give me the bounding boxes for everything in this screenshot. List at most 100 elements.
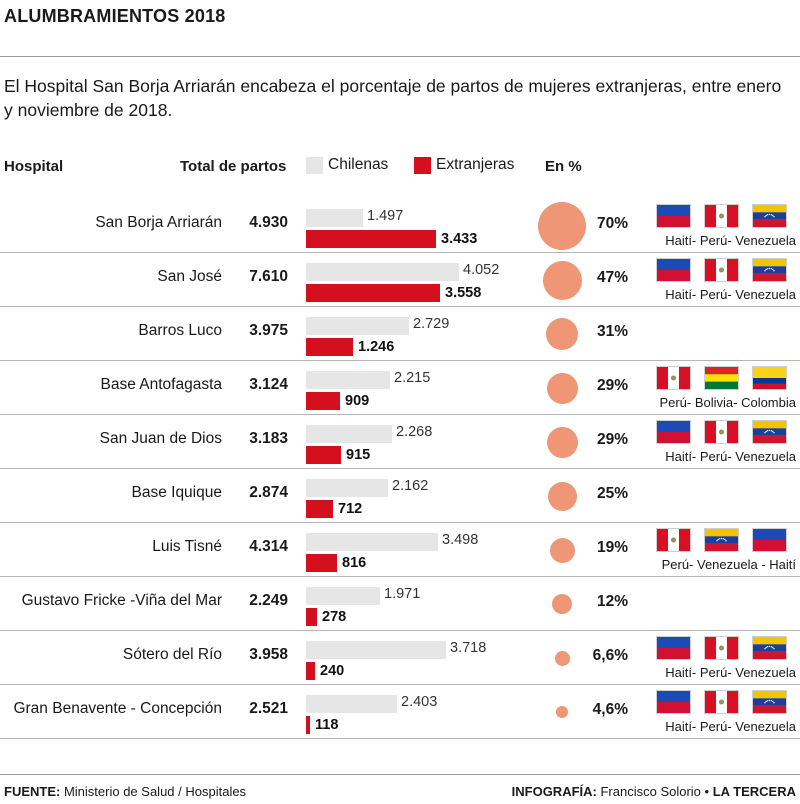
row-divider xyxy=(0,414,800,415)
hospital-name: Gran Benavente - Concepción xyxy=(13,700,222,717)
bar-extranjeras xyxy=(306,230,436,248)
total-births: 7.610 xyxy=(249,268,288,285)
percent-label: 12% xyxy=(596,593,628,610)
percent-label: 29% xyxy=(596,431,628,448)
percent-label: 6,6% xyxy=(592,647,628,664)
bar-extranjeras xyxy=(306,662,315,680)
bar-extranjeras xyxy=(306,716,310,734)
label-extranjeras: 3.558 xyxy=(445,285,482,301)
peru-flag-icon xyxy=(704,204,739,228)
percent-label: 19% xyxy=(596,539,628,556)
bar-extranjeras xyxy=(306,608,317,626)
legend-label-extranjeras: Extranjeras xyxy=(436,156,515,173)
credit-label: INFOGRAFÍA: xyxy=(511,784,597,799)
bar-extranjeras xyxy=(306,338,353,356)
label-extranjeras: 3.433 xyxy=(441,231,478,247)
percent-label: 25% xyxy=(596,485,628,502)
label-chilenas: 1.497 xyxy=(367,208,404,224)
percent-label: 31% xyxy=(596,323,628,340)
row-divider xyxy=(0,468,800,469)
origin-countries: Haití- Perú- Venezuela xyxy=(665,233,796,248)
row-divider xyxy=(0,630,800,631)
hospital-name: San Juan de Dios xyxy=(99,430,222,447)
label-chilenas: 2.729 xyxy=(413,316,450,332)
label-chilenas: 2.215 xyxy=(394,370,431,386)
label-extranjeras: 1.246 xyxy=(358,339,395,355)
total-births: 2.874 xyxy=(249,484,288,501)
hospital-name: Base Iquique xyxy=(131,484,223,501)
percent-label: 29% xyxy=(596,377,628,394)
peru-flag-icon xyxy=(704,420,739,444)
origin-countries: Perú- Venezuela - Haití xyxy=(661,557,796,572)
colombia-flag-icon xyxy=(752,366,787,390)
row-divider xyxy=(0,576,800,577)
origin-countries: Haití- Perú- Venezuela xyxy=(665,719,796,734)
bar-extranjeras xyxy=(306,500,333,518)
percent-dot xyxy=(556,706,568,718)
haiti-flag-icon xyxy=(656,636,691,660)
bar-extranjeras xyxy=(306,392,340,410)
origin-countries: Haití- Perú- Venezuela xyxy=(665,449,796,464)
label-chilenas: 2.268 xyxy=(396,424,433,440)
percent-dot xyxy=(546,426,578,458)
peru-flag-icon xyxy=(656,366,691,390)
label-extranjeras: 240 xyxy=(320,663,345,679)
percent-dot xyxy=(546,372,578,404)
kicker-title: ALUMBRAMIENTOS 2018 xyxy=(4,6,226,26)
row-divider xyxy=(0,360,800,361)
total-births: 4.930 xyxy=(249,214,288,231)
bottom-divider xyxy=(0,774,800,775)
bar-chilenas xyxy=(306,641,446,659)
percent-dot xyxy=(552,594,572,614)
bar-chilenas xyxy=(306,587,380,605)
hospital-name: Sótero del Río xyxy=(122,646,222,663)
origin-countries: Haití- Perú- Venezuela xyxy=(665,665,796,680)
credit-text: Francisco Solorio • xyxy=(600,784,710,799)
source-text: Ministerio de Salud / Hospitales xyxy=(63,784,247,799)
bar-chilenas xyxy=(306,695,397,713)
label-chilenas: 2.162 xyxy=(392,478,429,494)
venezuela-flag-icon xyxy=(752,420,787,444)
peru-flag-icon xyxy=(704,258,739,282)
venezuela-flag-icon xyxy=(752,258,787,282)
header-pct: En % xyxy=(545,158,582,175)
bar-extranjeras xyxy=(306,284,440,302)
hospital-name: Gustavo Fricke -Viña del Mar xyxy=(21,592,222,609)
bar-chilenas xyxy=(306,425,392,443)
bolivia-flag-icon xyxy=(704,366,739,390)
header-hospital: Hospital xyxy=(4,158,64,175)
percent-label: 4,6% xyxy=(592,701,628,718)
total-births: 2.521 xyxy=(249,700,288,717)
label-extranjeras: 118 xyxy=(315,717,339,733)
percent-dot xyxy=(542,260,582,300)
label-extranjeras: 909 xyxy=(345,393,370,409)
legend-swatch-chilenas xyxy=(306,156,323,174)
legend-label-chilenas: Chilenas xyxy=(328,156,389,173)
haiti-flag-icon xyxy=(656,258,691,282)
hospital-name: Luis Tisné xyxy=(152,538,222,555)
haiti-flag-icon xyxy=(656,420,691,444)
total-births: 4.314 xyxy=(249,538,288,555)
bar-chilenas xyxy=(306,533,438,551)
total-births: 2.249 xyxy=(249,592,288,609)
bar-chilenas xyxy=(306,479,388,497)
venezuela-flag-icon xyxy=(752,204,787,228)
header-total: Total de partos xyxy=(180,158,287,175)
label-extranjeras: 278 xyxy=(322,609,347,625)
haiti-flag-icon xyxy=(656,204,691,228)
total-births: 3.958 xyxy=(249,646,288,663)
peru-flag-icon xyxy=(656,528,691,552)
percent-label: 47% xyxy=(596,269,628,286)
row-divider xyxy=(0,684,800,685)
hospital-name: San Borja Arriarán xyxy=(95,214,222,231)
bar-chilenas xyxy=(306,317,409,335)
percent-dot xyxy=(549,537,575,563)
label-chilenas: 2.403 xyxy=(401,694,438,710)
legend-chilenas: Chilenas xyxy=(306,156,388,174)
origin-countries: Perú- Bolivia- Colombia xyxy=(659,395,796,410)
peru-flag-icon xyxy=(704,690,739,714)
label-chilenas: 4.052 xyxy=(463,262,500,278)
intro-text: El Hospital San Borja Arriarán encabeza … xyxy=(4,76,782,120)
venezuela-flag-icon xyxy=(704,528,739,552)
row-divider xyxy=(0,306,800,307)
